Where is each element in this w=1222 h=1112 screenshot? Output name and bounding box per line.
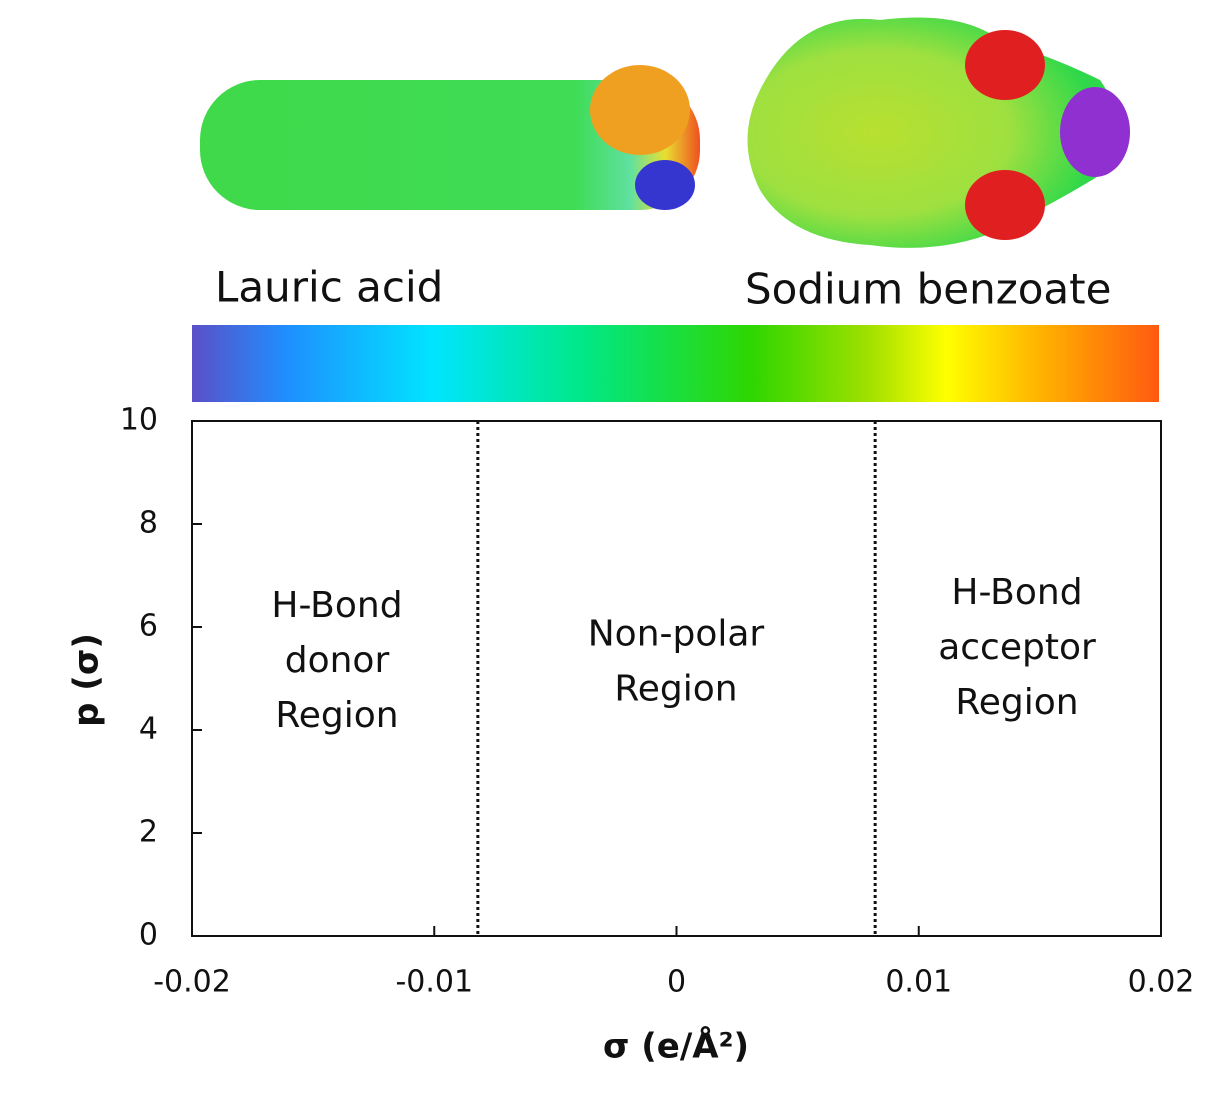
molecule-label: Sodium benzoate (745, 265, 1111, 314)
region-label: Non-polar (588, 614, 765, 655)
y-tick-label: 8 (139, 506, 158, 541)
x-tick-label: -0.01 (395, 965, 473, 1000)
y-axis-label: p (σ) (67, 633, 107, 727)
region-label: H-Bond (271, 585, 402, 626)
region-label: Region (955, 682, 1078, 723)
x-tick-label: 0 (667, 965, 686, 1000)
y-tick-label: 0 (139, 918, 158, 953)
chart: Lauric acid Sodium benzoate σ (e/Å²) p (… (0, 0, 1222, 1112)
region-label: Region (614, 669, 737, 710)
x-tick-label: -0.02 (153, 965, 231, 1000)
x-tick-label: 0.01 (885, 965, 952, 1000)
y-tick-label: 2 (139, 815, 158, 850)
y-tick-label: 6 (139, 609, 158, 644)
y-tick-label: 10 (120, 403, 158, 438)
molecule-lauric-acid (200, 65, 700, 210)
x-axis-label: σ (e/Å²) (603, 1026, 749, 1067)
region-label: Region (275, 695, 398, 736)
molecule-label: Lauric acid (215, 263, 443, 312)
page: Lauric acid Sodium benzoate σ (e/Å²) p (… (0, 0, 1222, 1112)
region-label: H-Bond (951, 572, 1082, 613)
region-label: donor (285, 640, 390, 681)
color-bar (192, 325, 1159, 402)
region-label: acceptor (938, 627, 1096, 668)
y-tick-label: 4 (139, 712, 158, 747)
molecule-sodium-benzoate (748, 18, 1131, 248)
x-tick-label: 0.02 (1128, 965, 1195, 1000)
